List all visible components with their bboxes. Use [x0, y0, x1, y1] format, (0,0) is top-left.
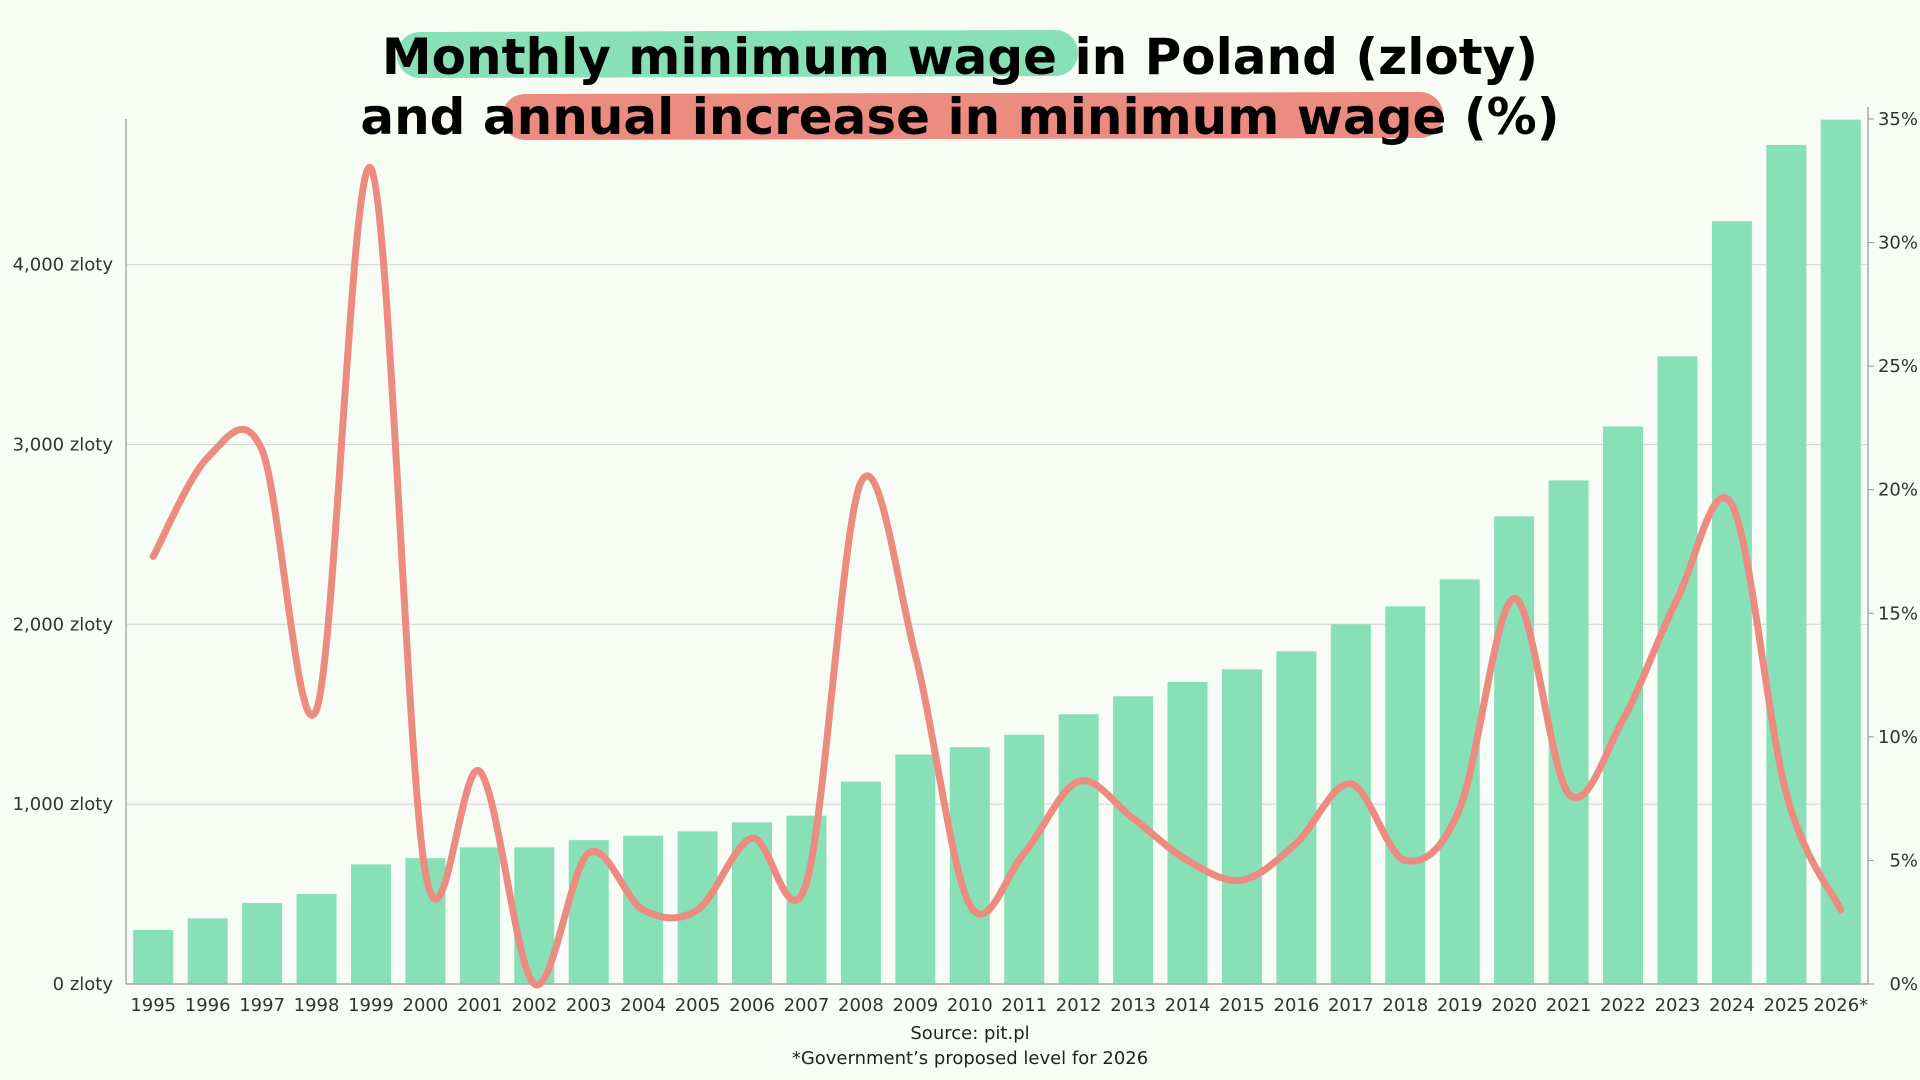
x-tick-label: 2026* — [1813, 995, 1868, 1016]
x-tick-label: 2009 — [892, 995, 938, 1016]
bar — [568, 840, 609, 984]
x-tick-label: 2021 — [1546, 995, 1592, 1016]
x-tick-label: 2018 — [1382, 995, 1428, 1016]
title-highlight-text-2: annual increase in minimum wage — [483, 88, 1447, 146]
x-tick-label: 2003 — [566, 995, 612, 1016]
x-tick-label: 2025 — [1763, 995, 1809, 1016]
footnote: *Government’s proposed level for 2026 — [792, 1048, 1148, 1069]
bar — [1167, 681, 1208, 984]
increase-line — [149, 164, 1845, 989]
x-tick-label: 2007 — [784, 995, 830, 1016]
x-tick-label: 2013 — [1110, 995, 1156, 1016]
bar — [1276, 651, 1317, 984]
bar — [1004, 734, 1045, 984]
bar — [1657, 356, 1698, 984]
x-tick-label: 2008 — [838, 995, 884, 1016]
x-tick-label: 2023 — [1655, 995, 1701, 1016]
line-series — [149, 164, 1845, 989]
title-start-text-2: and — [360, 88, 483, 146]
title-highlight-green — [397, 30, 1078, 78]
bar — [242, 903, 283, 984]
bar — [1385, 606, 1426, 984]
title-end-text-2: (%) — [1446, 88, 1559, 146]
x-tick-label: 1995 — [130, 995, 176, 1016]
x-tick-label: 1999 — [348, 995, 394, 1016]
bar — [1330, 624, 1371, 984]
x-tick-label: 2020 — [1491, 995, 1537, 1016]
x-tick-label: 2022 — [1600, 995, 1646, 1016]
title-rest-text-1: in Poland (zloty) — [1057, 28, 1538, 86]
x-tick-label: 2011 — [1001, 995, 1047, 1016]
x-tick-label: 1996 — [185, 995, 231, 1016]
y-right-tick-label: 25% — [1878, 356, 1918, 377]
bar — [296, 894, 337, 984]
y-right-tick-label: 15% — [1878, 603, 1918, 624]
y-left-tick-label: 0 zloty — [53, 974, 114, 995]
x-tick-label: 2005 — [675, 995, 721, 1016]
bar — [1494, 516, 1535, 984]
bar — [459, 847, 500, 984]
y-right-tick-label: 20% — [1878, 480, 1918, 501]
y-right-tick-label: 0% — [1889, 974, 1918, 995]
x-tick-label: 2006 — [729, 995, 775, 1016]
x-tick-label: 2001 — [457, 995, 503, 1016]
bar — [1439, 579, 1480, 984]
chart-title-line1: Monthly minimum wage in Poland (zloty) — [382, 28, 1538, 86]
bar — [895, 754, 936, 984]
x-tick-label: 2016 — [1274, 995, 1320, 1016]
y-left-tick-label: 3,000 zloty — [13, 434, 114, 455]
bar — [1711, 221, 1752, 985]
bar — [133, 930, 174, 984]
source-note: Source: pit.pl — [910, 1023, 1029, 1044]
x-tick-label: 2019 — [1437, 995, 1483, 1016]
x-tick-label: 2002 — [511, 995, 557, 1016]
y-left-tick-label: 2,000 zloty — [13, 614, 114, 635]
bar — [1058, 714, 1099, 984]
chart-title-line2: and annual increase in minimum wage (%) — [360, 88, 1559, 146]
bar — [840, 781, 881, 984]
y-right-tick-label: 30% — [1878, 233, 1918, 254]
title-highlight-text-1: Monthly minimum wage — [382, 28, 1057, 86]
x-tick-label: 1998 — [294, 995, 340, 1016]
x-tick-label: 2017 — [1328, 995, 1374, 1016]
bar — [1548, 480, 1589, 984]
x-tick-label: 2010 — [947, 995, 993, 1016]
bar — [1820, 119, 1861, 984]
title-highlight-red — [502, 92, 1443, 140]
y-right-tick-label: 35% — [1878, 109, 1918, 130]
tick-labels: 0 zloty 1,000 zloty 2,000 zloty 3,000 zloty… — [13, 109, 1918, 1016]
y-left-tick-label: 1,000 zloty — [13, 794, 114, 815]
bar — [350, 864, 391, 984]
y-left-tick-label: 4,000 zloty — [13, 255, 114, 276]
x-tick-label: 2012 — [1056, 995, 1102, 1016]
x-tick-label: 2024 — [1709, 995, 1755, 1016]
y-right-tick-label: 10% — [1878, 727, 1918, 748]
bar — [1603, 426, 1644, 984]
bar — [1766, 144, 1807, 984]
bar — [187, 918, 228, 984]
x-tick-label: 2014 — [1165, 995, 1211, 1016]
y-right-tick-label: 5% — [1889, 850, 1918, 871]
x-tick-label: 2000 — [403, 995, 449, 1016]
bar — [1113, 696, 1154, 984]
bar — [1221, 669, 1262, 984]
x-tick-label: 2004 — [620, 995, 666, 1016]
axes — [125, 107, 1874, 985]
x-tick-label: 2015 — [1219, 995, 1265, 1016]
x-tick-label: 1997 — [239, 995, 285, 1016]
bar-series — [133, 119, 1861, 985]
